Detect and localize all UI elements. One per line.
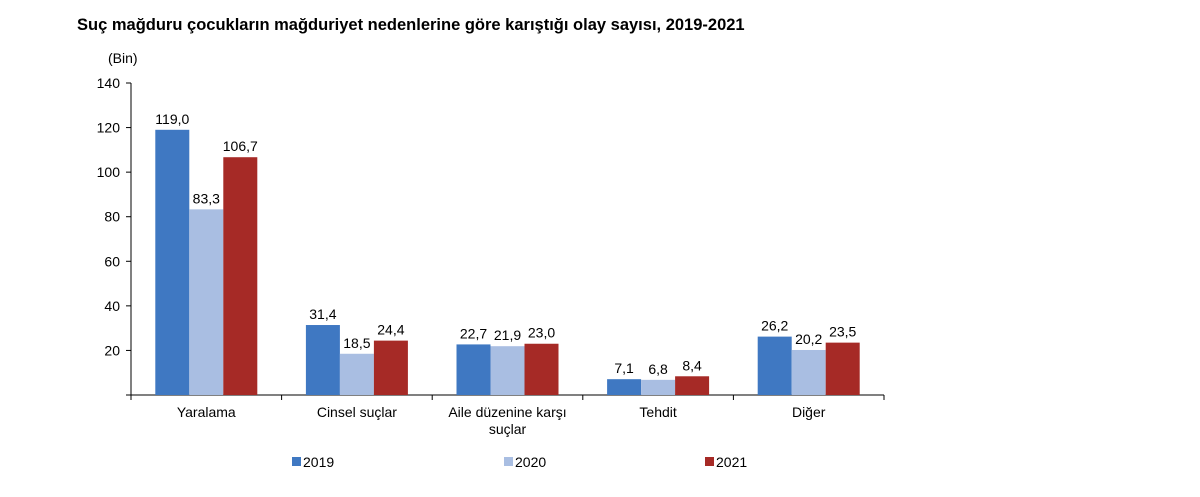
data-label: 21,9	[494, 327, 521, 343]
data-label: 24,4	[377, 322, 404, 338]
category-label: Yaralama	[177, 404, 236, 420]
bar-2021	[675, 376, 710, 395]
bar-2020	[339, 353, 374, 395]
y-tick-label: 120	[97, 120, 121, 136]
legend-swatch-2020	[504, 457, 513, 466]
data-label: 7,1	[614, 360, 634, 376]
bar-2020	[641, 379, 676, 395]
category-label: Tehdit	[639, 404, 676, 420]
y-tick-label: 80	[104, 209, 120, 225]
bar-2019	[155, 129, 190, 396]
data-label: 31,4	[309, 306, 336, 322]
data-label: 20,2	[795, 331, 822, 347]
data-label: 18,5	[343, 335, 370, 351]
bar-2021	[373, 340, 408, 395]
bar-2020	[791, 349, 826, 395]
category-label: suçlar	[489, 421, 527, 437]
bar-2019	[757, 336, 792, 395]
legend-label: 2020	[515, 454, 546, 470]
data-label: 119,0	[155, 111, 189, 127]
data-label: 23,0	[528, 325, 555, 341]
legend-label: 2021	[716, 454, 747, 470]
bar-2019	[456, 344, 491, 395]
category-label: Diğer	[792, 404, 826, 420]
y-tick-label: 60	[104, 253, 120, 269]
y-unit-label: (Bin)	[108, 50, 138, 66]
data-label: 83,3	[193, 190, 220, 206]
chart-title: Suç mağduru çocukların mağduriyet nedenl…	[77, 16, 745, 34]
y-tick-label: 100	[97, 164, 121, 180]
y-tick-label: 140	[97, 75, 121, 91]
bar-2019	[305, 325, 340, 395]
bar-2019	[607, 379, 642, 395]
data-label: 22,7	[460, 325, 487, 341]
data-label: 23,5	[829, 324, 856, 340]
data-label: 106,7	[223, 138, 258, 154]
data-label: 8,4	[682, 357, 702, 373]
y-tick-label: 40	[104, 298, 120, 314]
legend-swatch-2019	[292, 457, 301, 466]
legend-swatch-2021	[705, 457, 714, 466]
bar-2021	[524, 343, 559, 395]
bar-2020	[490, 346, 525, 395]
category-label: Cinsel suçlar	[317, 404, 397, 420]
y-tick-label: 20	[104, 342, 120, 358]
data-label: 26,2	[761, 318, 788, 334]
bar-2021	[223, 157, 258, 395]
bar-2021	[825, 342, 860, 395]
category-label: Aile düzenine karşı	[448, 404, 566, 420]
legend-label: 2019	[303, 454, 334, 470]
data-label: 6,8	[648, 361, 668, 377]
bar-2020	[189, 209, 224, 395]
